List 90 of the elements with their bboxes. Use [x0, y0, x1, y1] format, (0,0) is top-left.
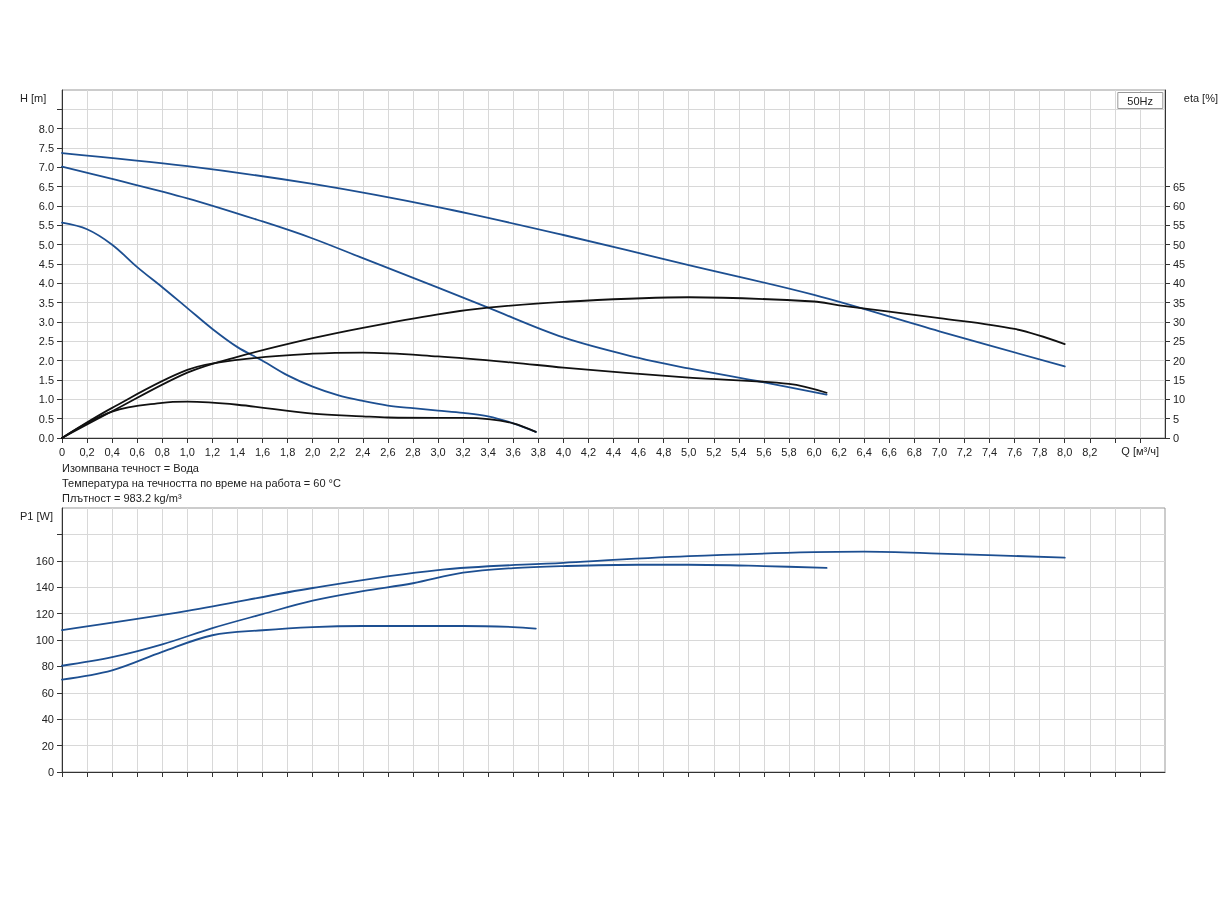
y2-tick-label: 50: [1173, 238, 1186, 251]
y2-tick-label: 60: [1173, 200, 1186, 212]
x-tick-label: 3,0: [430, 445, 446, 458]
chart-subtitle: 50Hz: [1127, 94, 1154, 107]
x-tick-label: 7,0: [931, 445, 948, 458]
x-tick-label: 1,0: [179, 445, 195, 458]
y2-tick-label: 45: [1173, 258, 1186, 270]
x-tick-label: 2,8: [405, 445, 421, 458]
y-tick-label: 1.5: [38, 374, 54, 386]
y-tick-label: 60: [41, 686, 54, 699]
x-tick-label: 0,8: [154, 445, 170, 458]
x-tick-label: 5,4: [731, 445, 747, 458]
y-tick-label: 0: [47, 766, 54, 778]
y-tick-label: 6.5: [38, 180, 54, 193]
text: Температура на течността по време на работа = 60 °C: [62, 476, 341, 491]
y-tick-label: 4.5: [38, 258, 54, 270]
x-tick-label: 2,2: [330, 445, 346, 458]
y2-axis-title: eta [%]: [1183, 91, 1219, 104]
y-tick-label: 8.0: [38, 122, 54, 135]
y-axis-title: P1 [W]: [20, 509, 54, 522]
y-tick-label: 140: [35, 581, 54, 594]
x-tick-label: 2,4: [355, 445, 371, 458]
x-tick-label: 7,2: [956, 445, 973, 458]
x-tick-label: 3,4: [480, 445, 496, 458]
y-tick-label: 0.5: [38, 412, 54, 425]
y-tick-label: 100: [35, 634, 54, 646]
x-tick-label: 6,6: [881, 445, 897, 458]
x-tick-label: 5,8: [781, 445, 797, 458]
y2-tick-label: 0: [1173, 432, 1180, 444]
x-tick-label: 4,8: [655, 445, 672, 458]
y-tick-label: 1.0: [38, 393, 54, 406]
y-axis-title: H [m]: [20, 91, 47, 104]
x-tick-label: 6,2: [831, 445, 847, 458]
text: Плътност = 983.2 kg/m³: [62, 491, 183, 506]
x-tick-label: 4,0: [555, 445, 572, 458]
x-tick-label: 8,2: [1082, 445, 1098, 458]
y2-tick-label: 30: [1173, 316, 1186, 328]
x-tick-label: 4,4: [605, 445, 622, 458]
y-tick-label: 40: [41, 713, 54, 726]
x-tick-label: 6,0: [806, 445, 822, 458]
y-tick-label: 7.0: [38, 161, 54, 174]
y2-tick-label: 40: [1173, 277, 1186, 290]
x-tick-label: 8,0: [1057, 445, 1073, 458]
y-tick-label: 3.0: [38, 316, 54, 328]
x-tick-label: 6,4: [856, 445, 872, 458]
x-tick-label: 0: [58, 445, 66, 458]
y-tick-label: 7.5: [38, 142, 54, 154]
y2-tick-label: 25: [1173, 335, 1186, 348]
y-tick-label: 80: [41, 660, 54, 673]
y-tick-label: 20: [41, 739, 54, 752]
y-tick-label: 6.0: [38, 200, 54, 212]
y-tick-label: 5.5: [38, 219, 54, 232]
y2-tick-label: 65: [1173, 180, 1186, 193]
x-tick-label: 7,8: [1032, 445, 1048, 458]
y2-tick-label: 10: [1173, 393, 1186, 406]
x-tick-label: 2,6: [380, 445, 396, 458]
x-tick-label: 0,4: [104, 445, 120, 458]
x-tick-label: 0,2: [79, 445, 95, 458]
y-tick-label: 3.5: [38, 296, 54, 309]
y-tick-label: 120: [35, 607, 54, 620]
y-tick-label: 4.0: [38, 277, 54, 290]
y-tick-label: 5.0: [38, 238, 54, 251]
x-tick-label: 6,8: [906, 445, 922, 458]
x-tick-label: 1,4: [229, 445, 246, 458]
x-tick-label: 2,0: [305, 445, 321, 458]
x-tick-label: 7,4: [981, 445, 998, 458]
x-tick-label: 5,6: [756, 445, 772, 458]
x-tick-label: 1,8: [279, 445, 296, 458]
y2-tick-label: 5: [1173, 412, 1180, 425]
x-tick-label: 4,6: [630, 445, 647, 458]
y2-tick-label: 15: [1173, 374, 1186, 386]
y-tick-label: 2.0: [38, 354, 54, 367]
y-tick-label: 2.5: [38, 335, 54, 348]
x-tick-label: 5,2: [706, 445, 722, 458]
x-tick-label: 7,6: [1006, 445, 1023, 458]
x-axis-title: Q [м³/ч]: [1121, 444, 1160, 457]
x-tick-label: 4,2: [580, 445, 597, 458]
y2-tick-label: 35: [1173, 296, 1186, 309]
x-tick-label: 1,6: [254, 445, 271, 458]
y-tick-label: 160: [35, 554, 54, 567]
x-tick-label: 5,0: [681, 445, 697, 458]
x-tick-label: 3,2: [455, 445, 471, 458]
y2-tick-label: 20: [1173, 354, 1186, 367]
x-tick-label: 0,6: [129, 445, 145, 458]
y-tick-label: 0.0: [38, 432, 54, 444]
x-tick-label: 1,2: [204, 445, 221, 458]
x-tick-label: 3,8: [530, 445, 546, 458]
x-tick-label: 3,6: [505, 445, 521, 458]
text: Изомпвана течност = Вода: [62, 461, 200, 476]
y2-tick-label: 55: [1173, 219, 1186, 232]
